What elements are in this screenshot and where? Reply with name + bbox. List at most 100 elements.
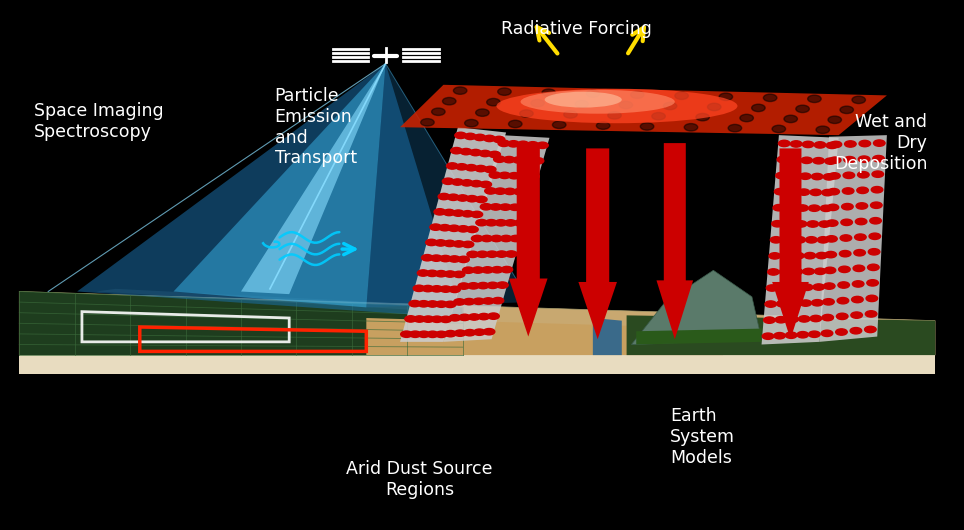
Circle shape	[870, 218, 881, 224]
Circle shape	[409, 301, 420, 307]
Circle shape	[850, 328, 862, 334]
Circle shape	[866, 311, 877, 317]
Circle shape	[455, 132, 467, 138]
Circle shape	[792, 253, 804, 259]
Circle shape	[872, 171, 884, 178]
Circle shape	[497, 88, 511, 95]
Circle shape	[784, 220, 795, 227]
Circle shape	[439, 225, 450, 231]
Circle shape	[575, 100, 588, 108]
Circle shape	[799, 173, 811, 179]
Circle shape	[494, 156, 505, 162]
Circle shape	[821, 330, 833, 337]
Circle shape	[786, 332, 797, 339]
Circle shape	[870, 233, 880, 240]
Circle shape	[453, 271, 465, 278]
Circle shape	[446, 163, 458, 169]
Circle shape	[853, 265, 865, 271]
Circle shape	[859, 140, 870, 147]
Circle shape	[467, 196, 478, 202]
Circle shape	[770, 236, 782, 243]
Circle shape	[527, 142, 539, 148]
Circle shape	[486, 219, 497, 226]
Circle shape	[872, 155, 884, 162]
Circle shape	[444, 271, 456, 277]
Circle shape	[449, 315, 461, 321]
Text: Radiative Forcing: Radiative Forcing	[501, 20, 652, 38]
Circle shape	[462, 210, 473, 217]
Circle shape	[489, 172, 500, 178]
Circle shape	[774, 332, 786, 339]
Circle shape	[519, 204, 530, 210]
Circle shape	[857, 187, 869, 193]
Polygon shape	[631, 270, 762, 344]
Circle shape	[532, 157, 544, 164]
Polygon shape	[241, 64, 386, 294]
Circle shape	[767, 269, 779, 275]
Polygon shape	[400, 85, 887, 135]
Circle shape	[464, 298, 475, 305]
Circle shape	[806, 236, 817, 243]
Circle shape	[777, 301, 789, 307]
Circle shape	[473, 329, 485, 335]
Circle shape	[458, 226, 469, 232]
Circle shape	[487, 282, 498, 288]
Circle shape	[630, 91, 644, 99]
Circle shape	[426, 270, 438, 277]
Circle shape	[508, 173, 520, 179]
Circle shape	[825, 251, 837, 258]
Circle shape	[772, 125, 786, 132]
Circle shape	[469, 149, 481, 156]
Circle shape	[439, 193, 450, 200]
Circle shape	[740, 114, 754, 122]
Circle shape	[867, 280, 878, 286]
Circle shape	[481, 235, 493, 242]
Circle shape	[458, 256, 469, 262]
Circle shape	[856, 203, 868, 209]
Circle shape	[818, 221, 830, 227]
Circle shape	[797, 332, 809, 338]
Circle shape	[488, 313, 499, 320]
Polygon shape	[627, 315, 935, 355]
Ellipse shape	[545, 92, 622, 108]
Circle shape	[816, 126, 829, 134]
Circle shape	[836, 329, 847, 335]
Circle shape	[434, 209, 445, 215]
Circle shape	[480, 181, 492, 188]
Circle shape	[504, 188, 516, 195]
Circle shape	[619, 101, 632, 109]
Circle shape	[866, 295, 877, 302]
Circle shape	[775, 316, 787, 323]
Circle shape	[865, 326, 876, 333]
Circle shape	[813, 284, 824, 290]
Circle shape	[675, 92, 688, 100]
Circle shape	[473, 298, 485, 304]
Circle shape	[498, 172, 510, 179]
Circle shape	[852, 281, 864, 287]
Circle shape	[790, 141, 802, 147]
Circle shape	[459, 314, 470, 321]
Circle shape	[454, 299, 466, 305]
Circle shape	[500, 235, 512, 242]
Circle shape	[663, 102, 677, 110]
Circle shape	[839, 266, 850, 272]
Circle shape	[475, 196, 487, 202]
Circle shape	[462, 241, 473, 248]
Circle shape	[427, 331, 439, 338]
Circle shape	[474, 134, 486, 140]
Circle shape	[794, 236, 806, 243]
Circle shape	[765, 301, 777, 307]
Polygon shape	[443, 135, 549, 342]
Polygon shape	[578, 148, 617, 339]
Circle shape	[426, 239, 438, 245]
Circle shape	[830, 141, 842, 147]
Polygon shape	[96, 289, 482, 313]
Circle shape	[843, 188, 854, 194]
Circle shape	[837, 313, 848, 320]
Ellipse shape	[496, 89, 737, 123]
Circle shape	[468, 282, 479, 289]
Circle shape	[774, 189, 786, 195]
Circle shape	[487, 99, 500, 106]
Text: Space Imaging
Spectroscopy: Space Imaging Spectroscopy	[34, 102, 163, 142]
Circle shape	[809, 205, 820, 211]
